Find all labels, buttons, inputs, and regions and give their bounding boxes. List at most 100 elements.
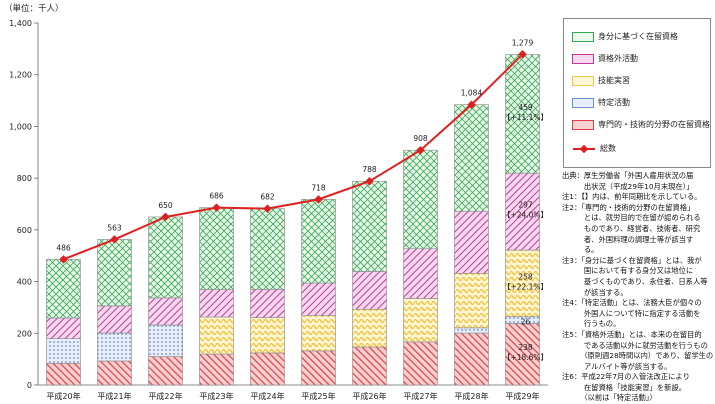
legend-item-trainee: 技能実習	[572, 75, 630, 86]
legend-label-total: 総数	[600, 144, 616, 153]
total-label: 908	[413, 134, 428, 143]
legend-label-professional: 専門的・技術的分野の在留資格	[598, 120, 710, 129]
note-line: である活動以外に就労活動を行うもの	[562, 340, 708, 350]
bar-segment	[403, 149, 438, 250]
x-tick-label: 平成20年	[46, 391, 80, 401]
unit-label: （単位：千人）	[4, 4, 64, 14]
bar-segment	[454, 104, 489, 212]
bar-segment	[199, 207, 234, 290]
x-tick-label: 平成25年	[301, 391, 335, 401]
total-marker	[467, 100, 476, 109]
total-label: 788	[362, 165, 377, 174]
y-tick-label: 1,000	[9, 122, 32, 131]
segment-value-label: 459	[518, 103, 533, 112]
note-line: 在留資格「技能実習」を新設。	[562, 382, 687, 392]
note-line: 出状況（平成29年10月末現在）」	[562, 181, 694, 191]
x-tick-label: 平成24年	[250, 391, 284, 401]
bar-segment	[505, 54, 540, 174]
legend-swatch-professional	[572, 119, 594, 130]
total-line	[59, 50, 527, 264]
legend: 身分に基づく在留資格 資格外活動 技能実習 特定活動 専門的・技術的分野の在留資…	[563, 18, 711, 168]
bar-segment	[148, 324, 183, 357]
bar-segment	[301, 315, 336, 352]
y-tick-label: 600	[17, 226, 32, 235]
bar-segment	[46, 362, 81, 386]
segment-value-label: 258	[518, 272, 533, 281]
bar-segment	[454, 272, 489, 329]
note-line: 外国人について特に指定する活動を	[562, 308, 701, 318]
note-line: アルバイト等が該当する。	[562, 361, 672, 371]
legend-item-designated: 特定活動	[572, 97, 630, 108]
total-label: 1,279	[512, 38, 534, 47]
segment-value-label: 26	[521, 318, 531, 327]
legend-swatch-trainee	[572, 75, 594, 86]
x-tick-label: 平成29年	[505, 391, 539, 401]
note-line: （以前は「特定活動」）	[562, 393, 657, 403]
note-line: 注1：【】内は、前年同期比を示している。	[562, 192, 702, 202]
note-line: 注4：「特定活動」とは、法務大臣が個々の	[562, 298, 702, 308]
bar-segment	[46, 259, 81, 319]
bar-segment	[97, 332, 132, 362]
bar-segment	[352, 180, 387, 272]
note-line: る。	[562, 245, 599, 255]
y-tick-label: 1,200	[9, 71, 32, 80]
note-line: 注2：「専門的・技術的分野の在留資格」	[562, 202, 695, 212]
total-label: 563	[107, 223, 122, 232]
bar-segment	[97, 305, 132, 334]
bar-segment	[454, 327, 489, 334]
note-line: 注5：「資格外活動」とは、本来の在留目的	[562, 329, 702, 339]
x-tick-label: 平成26年	[352, 391, 386, 401]
bar-segment	[403, 298, 438, 343]
legend-item-status: 身分に基づく在留資格	[572, 31, 678, 42]
total-marker	[110, 235, 119, 244]
total-label: 718	[311, 183, 326, 192]
segment-pct-label: 【+22.1%】	[503, 282, 548, 291]
legend-label-trainee: 技能実習	[598, 76, 630, 85]
note-line: が該当する。	[562, 287, 628, 297]
note-line: 出典：厚生労働省「外国人雇用状況の届	[562, 171, 694, 180]
bar-segment	[250, 352, 285, 386]
bar-segment	[454, 210, 489, 274]
legend-line-total	[573, 144, 595, 153]
bar-segment	[46, 317, 81, 340]
bar-segment	[301, 282, 336, 317]
total-marker	[263, 204, 272, 213]
bar-segment	[250, 289, 285, 318]
bar-segment	[454, 332, 489, 386]
bar-segment	[403, 248, 438, 299]
note-line: 者、外国料理の調理士等が該当す	[562, 234, 694, 244]
notes: 出典：厚生労働省「外国人雇用状況の届 出状況（平成29年10月末現在）」 注1：【…	[562, 171, 713, 404]
note-line: 注6：平成22年7月の入管法改正により	[562, 372, 690, 382]
note-line: 国において有する身分又は地位に	[562, 266, 694, 276]
y-tick-label: 1,400	[9, 19, 32, 28]
segment-value-label: 297	[518, 201, 533, 210]
segment-pct-label: 【+24.0%】	[503, 211, 548, 220]
legend-item-extra: 資格外活動	[572, 53, 638, 64]
segment-pct-label: 【+11.1%】	[503, 113, 548, 122]
total-marker	[59, 255, 68, 264]
total-line-path	[63, 53, 524, 261]
bar-segment	[199, 289, 234, 318]
legend-label-extra: 資格外活動	[598, 54, 638, 63]
total-label: 1,084	[461, 89, 483, 98]
bar-segment	[352, 271, 387, 310]
total-marker	[314, 195, 323, 204]
legend-label-designated: 特定活動	[598, 98, 630, 107]
x-tick-label: 平成23年	[199, 391, 233, 401]
total-marker	[212, 203, 221, 212]
total-marker	[365, 177, 374, 186]
y-tick-label: 200	[17, 329, 32, 338]
bar-segment	[250, 317, 285, 354]
legend-item-total: 総数	[572, 143, 616, 154]
total-marker	[161, 212, 170, 222]
note-line: 基づくものであり、永住者、日系人等	[562, 276, 708, 286]
bar-segment	[403, 341, 438, 386]
y-tick-label: 400	[17, 278, 32, 287]
x-tick-label: 平成22年	[148, 391, 182, 401]
segment-pct-label: 【+18.6%】	[503, 353, 548, 362]
segment-value-label: 238	[518, 343, 533, 352]
legend-item-professional: 専門的・技術的分野の在留資格	[572, 119, 710, 130]
bar-segment	[46, 338, 81, 364]
legend-label-status: 身分に基づく在留資格	[598, 32, 678, 41]
